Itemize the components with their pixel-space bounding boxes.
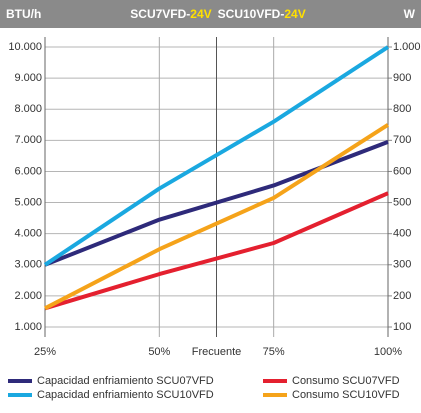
x-tick-label: Frecuente (192, 346, 242, 358)
y-tick-label: 9.000 (14, 72, 42, 84)
chart-title: SCU7VFD-24V SCU10VFD-24V (130, 7, 305, 21)
y2-tick-label: 900 (393, 72, 411, 84)
x-tick-label: 50% (148, 346, 170, 358)
y2-tick-label: 700 (393, 134, 411, 146)
y2-tick-label: 800 (393, 103, 411, 115)
y-tick-label: 4.000 (14, 228, 42, 240)
y2-tick-label: 100 (393, 321, 411, 333)
series-line (44, 191, 389, 311)
y-axis-label: BTU/h (6, 7, 41, 21)
y-tick-label: 10.000 (8, 41, 42, 53)
y-tick-label: 7.000 (14, 134, 42, 146)
legend-label: Capacidad enfriamiento SCU10VFD (37, 389, 214, 401)
x-tick-label: 75% (263, 346, 285, 358)
legend-swatch (263, 393, 287, 397)
title-part: SCU7VFD- (130, 7, 190, 21)
y2-tick-label: 300 (393, 259, 411, 271)
legend-label: Consumo SCU07VFD (292, 375, 400, 387)
y2-tick-label: 500 (393, 196, 411, 208)
legend-label: Consumo SCU10VFD (292, 389, 400, 401)
y-tick-label: 3.000 (14, 259, 42, 271)
y-tick-label: 6.000 (14, 165, 42, 177)
header-bar (0, 0, 421, 28)
y-tick-label: 1.000 (14, 321, 42, 333)
legend-swatch (263, 379, 287, 383)
y2-tick-label: 600 (393, 165, 411, 177)
y2-tick-label: 400 (393, 228, 411, 240)
y2-axis-label: W (404, 7, 416, 21)
x-tick-label: 100% (374, 346, 402, 358)
legend-swatch (8, 393, 32, 397)
series-line (43, 45, 390, 267)
series-line (44, 123, 390, 311)
legend-swatch (8, 379, 32, 383)
x-tick-label: 25% (34, 346, 56, 358)
y-tick-label: 8.000 (14, 103, 42, 115)
title-part: 24V (284, 7, 305, 21)
y-tick-label: 5.000 (14, 196, 42, 208)
y2-tick-label: 200 (393, 290, 411, 302)
title-part: SCU10VFD- (218, 7, 285, 21)
title-part: 24V (190, 7, 211, 21)
y-tick-label: 2.000 (14, 290, 42, 302)
legend-label: Capacidad enfriamiento SCU07VFD (37, 375, 214, 387)
y2-tick-label: 1.000 (393, 41, 421, 53)
